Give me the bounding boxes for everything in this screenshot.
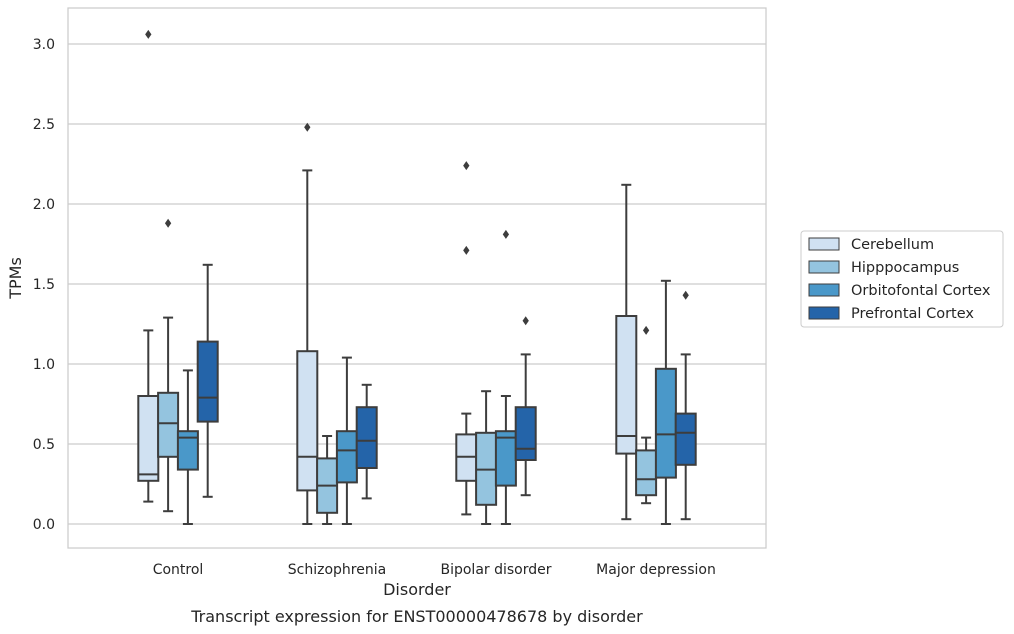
box-iqr <box>494 430 517 487</box>
box-iqr <box>137 395 160 482</box>
box-iqr <box>196 340 219 423</box>
legend-swatch <box>808 283 840 297</box>
x-axis-ticks: Control Schizophrenia Bipolar disorder Majo… <box>153 562 716 578</box>
box-iqr <box>635 449 658 497</box>
x-axis-label: Disorder <box>383 580 451 599</box>
x-tick-label: Schizophrenia <box>288 562 386 578</box>
outlier-point <box>463 245 470 255</box>
box-iqr <box>355 406 378 470</box>
legend-frame <box>800 230 1004 328</box>
box-iqr <box>335 430 358 484</box>
box-iqr <box>157 391 180 458</box>
box-iqr <box>674 412 697 466</box>
outlier-point <box>502 229 510 239</box>
box-cerebellum-1 <box>296 122 319 525</box>
y-tick-label: 0.0 <box>33 517 55 533</box>
outlier-point <box>304 122 311 132</box>
box-iqr <box>654 367 677 479</box>
legend-label: Hipppocampus <box>851 260 959 276</box>
x-tick-label: Control <box>153 562 204 578</box>
legend-swatch <box>808 306 840 320</box>
outlier-point <box>145 29 152 39</box>
legend-label: Prefrontal Cortex <box>851 306 974 322</box>
y-axis-ticks: 0.0 0.5 1.0 1.5 2.0 2.5 3.0 <box>33 37 55 533</box>
y-tick-label: 2.5 <box>33 117 55 133</box>
legend-label: Orbitofontal Cortex <box>851 283 991 299</box>
box-cerebellum-2 <box>455 161 478 516</box>
x-tick-label: Bipolar disorder <box>440 562 551 578</box>
y-axis-label: TPMs <box>6 257 25 300</box>
outlier-point <box>682 290 689 300</box>
y-tick-label: 1.5 <box>33 277 55 293</box>
y-tick-label: 1.0 <box>33 357 55 373</box>
y-tick-label: 0.5 <box>33 437 55 453</box>
box-iqr <box>615 315 638 455</box>
box-prefrontal-cortex-3 <box>674 290 697 521</box>
outlier-point <box>642 325 650 335</box>
y-tick-label: 3.0 <box>33 37 55 53</box>
box-cerebellum-3 <box>615 183 638 521</box>
box-iqr <box>296 350 319 492</box>
legend: Cerebellum Hipppocampus Orbitofontal Corte… <box>800 230 1004 328</box>
box-hipppocampus-3 <box>635 325 658 505</box>
box-hipppocampus-1 <box>316 435 339 525</box>
box-prefrontal-cortex-0 <box>196 263 219 498</box>
outlier-point <box>463 161 470 171</box>
box-hipppocampus-0 <box>157 218 180 513</box>
x-tick-label: Major depression <box>596 562 716 578</box>
box-groups <box>137 29 697 525</box>
legend-label: Cerebellum <box>851 237 934 253</box>
box-iqr <box>514 406 537 462</box>
outlier-point <box>164 218 172 228</box>
outlier-point <box>522 316 529 326</box>
box-iqr <box>176 430 199 471</box>
box-orbitofontal-cortex-0 <box>176 369 199 525</box>
box-prefrontal-cortex-2 <box>514 316 537 497</box>
y-tick-label: 2.0 <box>33 197 55 213</box>
legend-swatch <box>808 237 840 251</box>
chart-caption: Transcript expression for ENST0000047867… <box>190 607 643 626</box>
box-prefrontal-cortex-1 <box>355 383 378 500</box>
legend-swatch <box>808 260 840 274</box>
